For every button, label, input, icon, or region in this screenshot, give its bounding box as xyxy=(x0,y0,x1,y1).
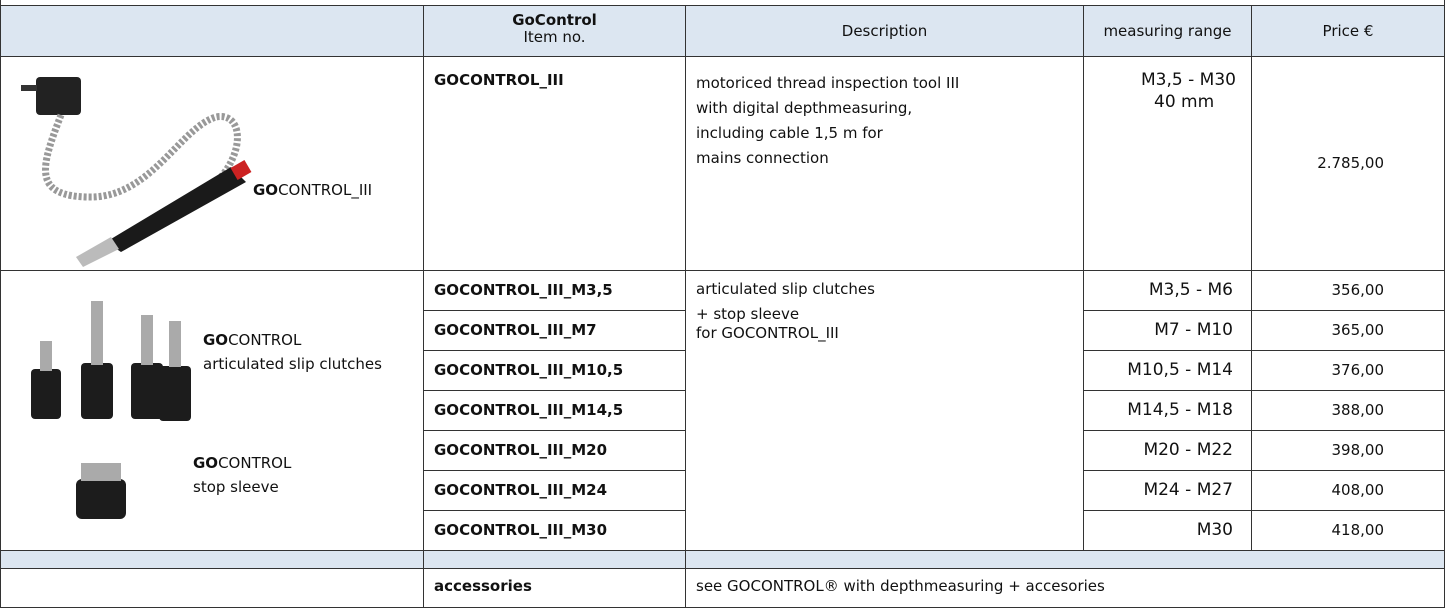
tool-image xyxy=(21,77,252,267)
clutch-image xyxy=(31,301,191,519)
description-line: articulated slip clutches xyxy=(696,280,875,298)
header-price: Price € xyxy=(1322,22,1374,40)
description-line: for GOCONTROL_III xyxy=(696,324,839,342)
item-no: GOCONTROL_III_M3,5 xyxy=(423,270,686,311)
item-no: GOCONTROL_III_M24 xyxy=(423,470,686,511)
separator xyxy=(685,550,1445,569)
clutch-label: GOCONTROL articulated slip clutches xyxy=(203,331,382,373)
price-cell: 2.785,00 xyxy=(1251,56,1445,271)
measuring-range: M30 xyxy=(1083,510,1252,551)
header-cell: Price € xyxy=(1251,5,1445,57)
description-cell: motoriced thread inspection tool III wit… xyxy=(685,56,1084,271)
header-cell: measuring range xyxy=(1083,5,1252,57)
empty-cell xyxy=(0,568,424,608)
measuring-range: M20 - M22 xyxy=(1083,430,1252,471)
sleeve-label: GOCONTROL stop sleeve xyxy=(193,454,292,496)
price: 388,00 xyxy=(1251,390,1445,431)
description-line: mains connection xyxy=(696,149,829,167)
item-cell: accessories xyxy=(423,568,686,608)
range-line: 40 mm xyxy=(1154,92,1215,112)
image-label: GOCONTROL_III xyxy=(253,181,373,199)
measuring-range: M14,5 - M18 xyxy=(1083,390,1252,431)
item-no: GOCONTROL_III_M14,5 xyxy=(423,390,686,431)
item-no: GOCONTROL_III_M30 xyxy=(423,510,686,551)
measuring-range: M24 - M27 xyxy=(1083,470,1252,511)
price: 408,00 xyxy=(1251,470,1445,511)
item-no: GOCONTROL_III_M20 xyxy=(423,430,686,471)
price: 356,00 xyxy=(1251,270,1445,311)
item-no: GOCONTROL_III_M10,5 xyxy=(423,350,686,391)
description-line: including cable 1,5 m for xyxy=(696,124,883,142)
header-brand: GoControl xyxy=(512,11,597,29)
price: 398,00 xyxy=(1251,430,1445,471)
price: 376,00 xyxy=(1251,350,1445,391)
header-range: measuring range xyxy=(1103,22,1232,40)
description-cell: articulated slip clutches + stop sleeve … xyxy=(685,270,1084,551)
measuring-range: M7 - M10 xyxy=(1083,310,1252,351)
range-line: M3,5 - M30 xyxy=(1141,70,1236,90)
header-description: Description xyxy=(841,22,928,40)
price: 365,00 xyxy=(1251,310,1445,351)
separator xyxy=(0,550,424,569)
price: 2.785,00 xyxy=(1317,154,1384,172)
accessories-item: accessories xyxy=(434,577,532,595)
description-line: + stop sleeve xyxy=(696,305,800,323)
description-line: with digital depthmeasuring, xyxy=(696,99,913,117)
header-cell xyxy=(0,5,424,57)
image-cell: GOCONTROL_III xyxy=(0,56,424,271)
item-no: GOCONTROL_III xyxy=(434,71,564,89)
description-cell: see GOCONTROL® with depthmeasuring + acc… xyxy=(685,568,1445,608)
accessories-description: see GOCONTROL® with depthmeasuring + acc… xyxy=(696,577,1105,595)
separator xyxy=(423,550,686,569)
measuring-range: M10,5 - M14 xyxy=(1083,350,1252,391)
item-cell: GOCONTROL_III xyxy=(423,56,686,271)
price: 418,00 xyxy=(1251,510,1445,551)
description-line: motoriced thread inspection tool III xyxy=(696,74,960,92)
header-cell: GoControl Item no. xyxy=(423,5,686,57)
header-item-no: Item no. xyxy=(523,28,586,46)
range-cell: M3,5 - M30 40 mm xyxy=(1083,56,1252,271)
image-cell: GOCONTROL articulated slip clutches GOCO… xyxy=(0,270,424,551)
item-no: GOCONTROL_III_M7 xyxy=(423,310,686,351)
measuring-range: M3,5 - M6 xyxy=(1083,270,1252,311)
header-cell: Description xyxy=(685,5,1084,57)
